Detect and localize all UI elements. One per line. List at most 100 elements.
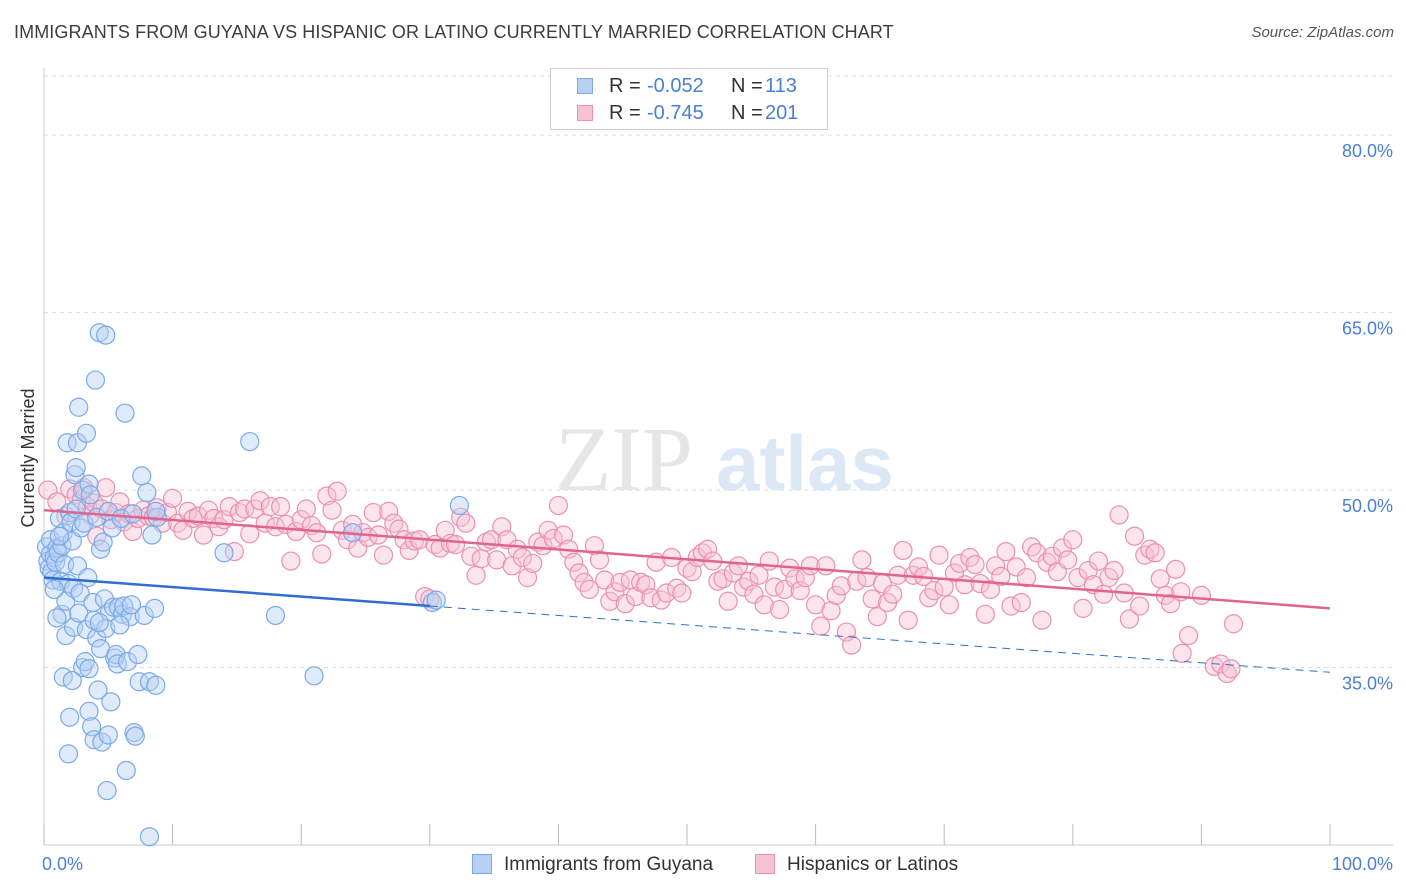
n-value: 113	[765, 75, 797, 97]
data-point-hispanic	[466, 565, 486, 585]
data-point-hispanic	[867, 607, 887, 627]
data-point-hispanic	[852, 550, 872, 570]
data-point-hispanic	[1104, 560, 1124, 581]
data-point-guyana	[101, 692, 121, 712]
data-point-guyana	[142, 525, 162, 545]
data-point-hispanic	[842, 635, 862, 655]
data-point-hispanic	[615, 594, 635, 614]
data-point-hispanic	[1063, 530, 1083, 550]
data-point-hispanic	[327, 481, 347, 501]
data-point-hispanic	[1166, 559, 1186, 579]
data-point-guyana	[304, 666, 324, 686]
data-point-hispanic	[1022, 537, 1042, 557]
data-point-hispanic	[224, 541, 244, 562]
watermark: ZIP atlas	[555, 408, 894, 510]
data-point-hispanic	[769, 599, 790, 620]
data-point-hispanic	[569, 563, 589, 583]
legend-label: Immigrants from Guyana	[504, 854, 714, 875]
data-point-hispanic	[1032, 610, 1052, 630]
data-point-guyana	[65, 465, 85, 485]
data-point-hispanic	[543, 528, 563, 549]
legend-swatch-blue	[577, 78, 593, 94]
data-point-guyana	[121, 595, 142, 615]
data-point-guyana	[79, 659, 99, 679]
data-point-guyana	[116, 760, 136, 781]
data-point-hispanic	[708, 571, 728, 591]
data-point-guyana	[426, 590, 446, 610]
data-point-hispanic	[821, 601, 841, 621]
data-point-hispanic	[456, 513, 476, 533]
data-point-guyana	[62, 531, 82, 551]
data-point-hispanic	[430, 538, 450, 558]
data-point-hispanic	[631, 572, 651, 592]
y-tick-label: 65.0%	[1342, 319, 1393, 339]
data-point-hispanic	[219, 497, 239, 517]
data-point-hispanic	[1016, 568, 1037, 588]
data-point-hispanic	[420, 589, 440, 609]
data-point-hispanic	[1223, 614, 1244, 634]
data-point-hispanic	[754, 595, 774, 615]
data-point-guyana	[132, 466, 152, 486]
data-point-guyana	[449, 495, 469, 516]
data-point-hispanic	[523, 553, 543, 574]
data-point-hispanic	[816, 556, 836, 576]
data-point-hispanic	[883, 584, 903, 604]
data-point-hispanic	[1191, 585, 1212, 605]
data-point-guyana	[144, 598, 165, 618]
data-point-hispanic	[1172, 643, 1192, 663]
data-point-hispanic	[1109, 505, 1129, 525]
data-point-guyana	[93, 532, 113, 552]
data-point-guyana	[125, 726, 145, 746]
data-point-hispanic	[512, 547, 532, 568]
source-label: Source: ZipAtlas.com	[1251, 24, 1394, 41]
watermark-zip: ZIP	[555, 408, 693, 510]
data-point-hispanic	[980, 579, 1001, 600]
data-point-guyana	[70, 583, 90, 603]
data-point-hispanic	[379, 501, 399, 521]
data-point-guyana	[137, 482, 157, 503]
data-point-hispanic	[445, 534, 466, 555]
series-legend: Immigrants from Guyana Hispanics or Lati…	[0, 852, 1406, 878]
data-point-guyana	[115, 403, 135, 423]
data-point-hispanic	[579, 579, 599, 600]
data-point-guyana	[240, 431, 260, 452]
y-axis-label: Currently Married	[18, 388, 38, 527]
data-point-hispanic	[682, 562, 702, 582]
data-point-guyana	[57, 433, 77, 453]
data-point-guyana	[110, 615, 130, 635]
data-point-guyana	[69, 397, 89, 417]
legend-swatch-pink	[577, 105, 593, 121]
trend-line-guyana	[43, 576, 430, 608]
axis-labels: 35.0% 50.0% 65.0% 80.0% 0.0% 100.0% Currently …	[18, 141, 1393, 874]
data-point-hispanic	[1001, 596, 1021, 616]
data-point-hispanic	[235, 499, 255, 519]
data-point-guyana	[128, 644, 148, 665]
data-point-hispanic	[363, 502, 383, 523]
series-immigrants-from-guyana	[36, 323, 469, 847]
data-point-hispanic	[1088, 551, 1109, 571]
data-point-hispanic	[996, 541, 1016, 562]
data-point-hispanic	[322, 500, 342, 520]
data-point-hispanic	[728, 556, 749, 576]
data-point-hispanic	[584, 536, 605, 556]
data-point-hispanic	[1073, 598, 1093, 618]
data-point-guyana	[79, 701, 99, 721]
r-value: -0.745	[647, 102, 704, 124]
data-point-hispanic	[929, 545, 949, 565]
data-point-guyana	[98, 725, 118, 745]
data-point-guyana	[76, 423, 97, 443]
data-point-guyana	[49, 526, 70, 546]
trend-line-hispanic	[43, 508, 1331, 610]
y-tick-label: 35.0%	[1342, 674, 1393, 694]
data-point-hispanic	[600, 591, 620, 611]
data-point-hispanic	[672, 583, 692, 603]
data-point-guyana	[56, 625, 76, 646]
data-point-guyana	[84, 730, 104, 750]
data-point-guyana	[58, 744, 79, 764]
data-point-guyana	[111, 508, 131, 529]
data-point-hispanic	[826, 585, 846, 605]
data-point-hispanic	[373, 545, 394, 565]
data-point-hispanic	[553, 525, 574, 545]
data-point-hispanic	[939, 595, 959, 615]
stats-row-hispanic: R = -0.745 N = 201	[551, 100, 829, 126]
